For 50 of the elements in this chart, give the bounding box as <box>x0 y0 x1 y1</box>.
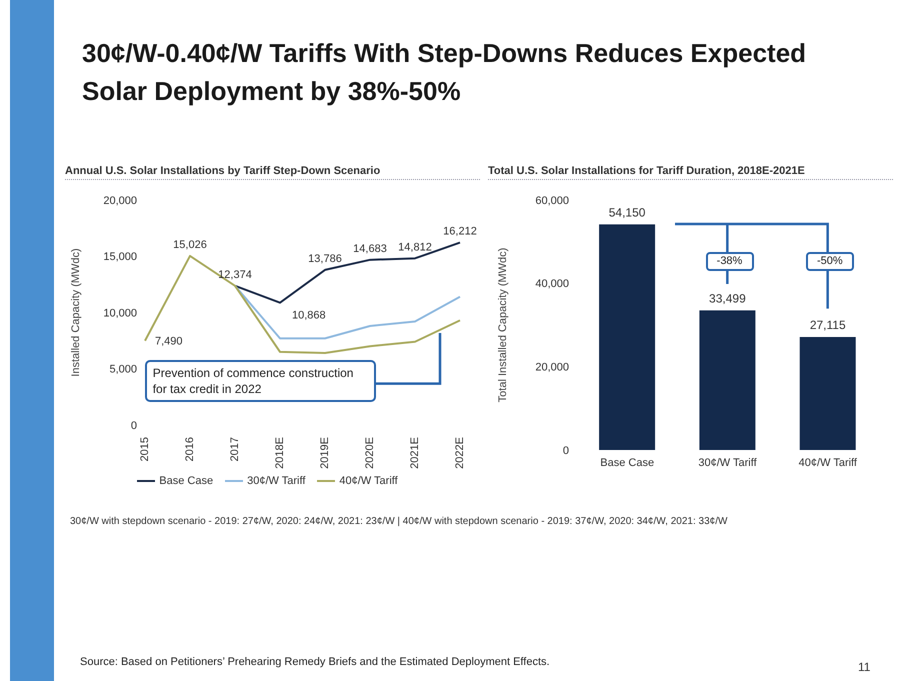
x-tick-label: 40¢/W Tariff <box>798 456 858 469</box>
x-tick-label: 2016 <box>184 437 196 462</box>
x-tick-label: 2019E <box>319 437 331 469</box>
y-tick-label: 60,000 <box>535 194 569 207</box>
legend-label: Base Case <box>158 475 214 487</box>
x-tick-label: 2015 <box>139 437 151 462</box>
data-label: 10,868 <box>292 310 326 322</box>
data-label: 27,115 <box>810 318 846 332</box>
chart-title: Total U.S. Solar Installations for Tariff Duration, 2018E-2021E <box>488 165 893 180</box>
annotation: -38% <box>706 252 754 272</box>
data-label: 33,499 <box>709 291 746 306</box>
bar <box>800 337 856 450</box>
y-tick-label: 10,000 <box>103 307 137 320</box>
bar <box>699 310 756 450</box>
line-series <box>144 254 461 354</box>
bar <box>599 224 656 450</box>
x-tick-label: 2022E <box>454 437 466 469</box>
legend-label: 30¢/W Tariff <box>246 475 306 487</box>
annotation: -50% <box>806 252 854 272</box>
x-tick-label: 2021E <box>409 437 421 469</box>
y-tick-label: 5,000 <box>109 364 137 376</box>
y-tick-label: 0 <box>130 420 137 432</box>
data-label: 14,812 <box>398 241 432 254</box>
y-tick-label: 0 <box>562 444 569 457</box>
y-tick-label: 20,000 <box>535 362 569 374</box>
data-label: 54,150 <box>608 205 646 220</box>
data-label: 7,490 <box>155 336 183 348</box>
y-tick-label: 20,000 <box>103 194 137 207</box>
text: 30¢/W with stepdown scenario - 2019: 27¢/W, 2020: 24¢/W, 2021: 23¢/W | 40¢/W with stepdown scenario - 2019: 37¢/W, 2020: 34¢/W, 2021: 33¢/W <box>70 516 728 527</box>
data-label: 16,212 <box>443 226 477 238</box>
data-label: 12,374 <box>218 268 252 281</box>
x-tick-label: 2018E <box>274 437 286 469</box>
line-series <box>234 284 461 340</box>
y-tick-label: 15,000 <box>103 251 137 264</box>
x-tick-label: 2020E <box>364 437 376 469</box>
y-tick-label: 40,000 <box>535 278 569 290</box>
source-note: Source: Based on Petitioners’ Prehearing Remedy Briefs and the Estimated Deployment Effects. <box>80 656 550 668</box>
data-label: 15,026 <box>173 238 207 251</box>
x-tick-label: 30¢/W Tariff <box>698 456 758 469</box>
y-axis-title: Installed Capacity (MWdc) <box>70 248 82 377</box>
text: 11 <box>858 660 870 674</box>
x-tick-label: 2017 <box>229 437 241 462</box>
chart-title: Annual U.S. Solar Installations by Tariff Step-Down Scenario <box>65 165 480 180</box>
annotation: Prevention of commence construction for tax credit in 2022 <box>144 360 376 402</box>
data-label: 13,786 <box>308 252 342 265</box>
data-label: 14,683 <box>353 242 387 255</box>
x-tick-label: Base Case <box>600 456 654 469</box>
legend-label: 40¢/W Tariff <box>338 475 398 487</box>
y-axis-title: Total Installed Capacity (MWdc) <box>496 248 509 402</box>
text: 30¢/W-0.40¢/W Tariffs With Step-Downs Reduces Expected Solar Deployment by 38%-50% <box>82 37 808 108</box>
